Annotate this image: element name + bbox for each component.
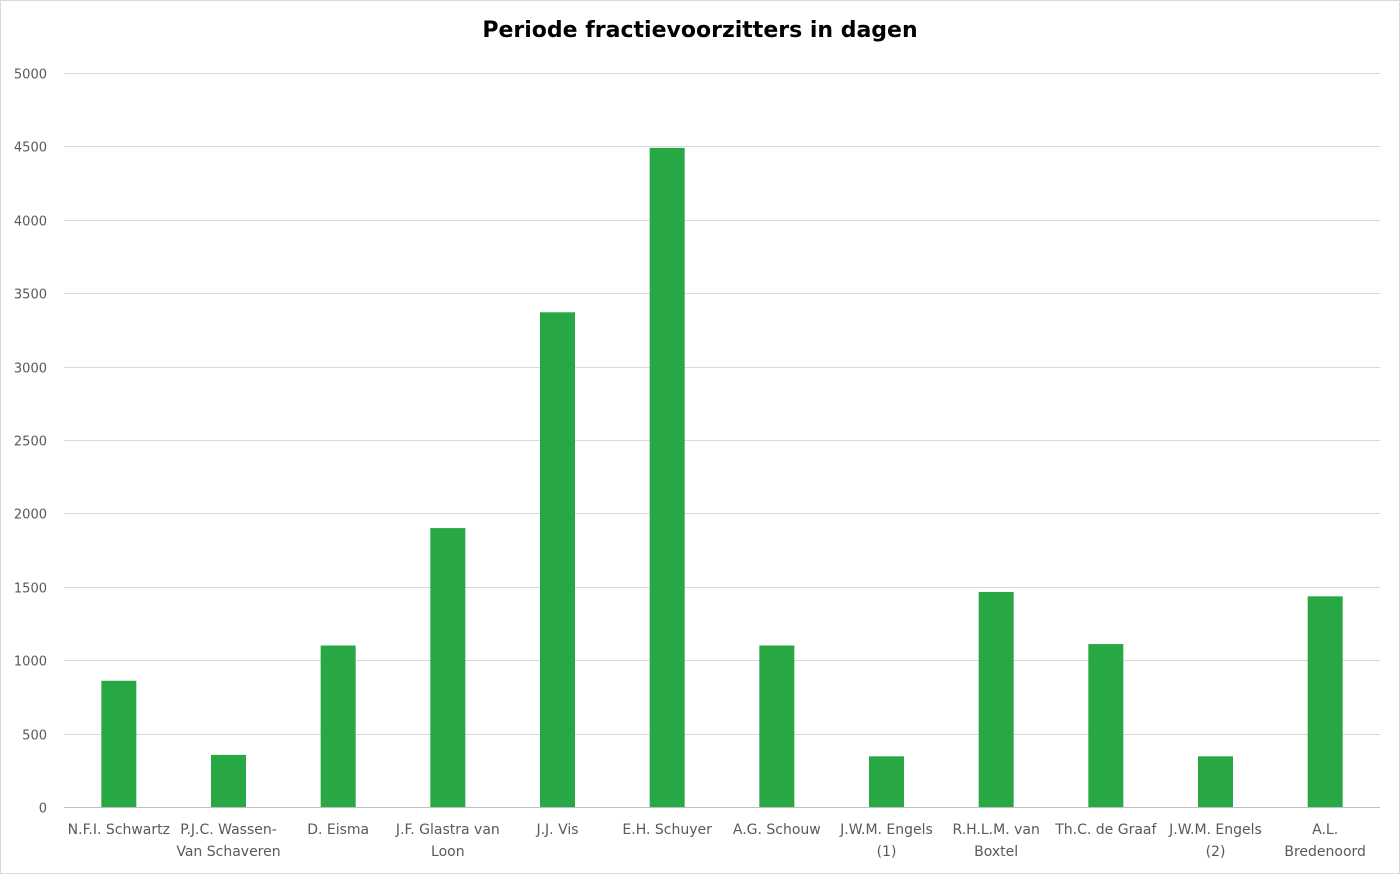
y-tick-label: 0 <box>39 802 47 817</box>
bar <box>430 528 466 807</box>
y-tick-label: 4000 <box>14 215 47 230</box>
bar <box>540 312 575 807</box>
y-tick-label: 1500 <box>14 582 47 597</box>
bar <box>649 147 685 808</box>
bar <box>759 645 795 807</box>
y-tick-label: 500 <box>22 729 47 744</box>
bar <box>211 754 246 807</box>
y-tick-label: 2500 <box>14 435 47 450</box>
x-tick-label: Th.C. de Graaf <box>1054 822 1157 838</box>
bar <box>869 756 904 807</box>
y-tick-label: 5000 <box>14 68 47 83</box>
y-tick-label: 4500 <box>14 141 47 156</box>
bar <box>1198 756 1233 807</box>
bar <box>1307 596 1343 807</box>
x-tick-label: R.H.L.M. van Boxtel <box>952 822 1039 860</box>
y-tick-label: 2000 <box>14 508 47 523</box>
x-tick-label: J.F. Glastra van Loon <box>395 822 500 860</box>
y-tick-label: 1000 <box>14 655 47 670</box>
x-tick-label: A.L. Bredenoord <box>1284 822 1366 860</box>
bar <box>320 645 356 807</box>
x-tick-label: P.J.C. Wassen-Van Schaveren <box>176 822 280 860</box>
y-tick-label: 3000 <box>14 362 47 377</box>
x-tick-label: J.W.M. Engels (1) <box>839 822 933 860</box>
x-tick-label: J.J. Vis <box>535 822 578 838</box>
chart-title: Periode fractievoorzitters in dagen <box>482 18 918 43</box>
x-tick-label: E.H. Schuyer <box>622 822 712 838</box>
x-tick-label: D. Eisma <box>307 822 369 838</box>
bar <box>978 591 1014 807</box>
bar <box>101 680 137 807</box>
x-tick-label: J.W.M. Engels (2) <box>1168 822 1262 860</box>
x-tick-label: N.F.I. Schwartz <box>68 822 170 838</box>
x-tick-label: A.G. Schouw <box>733 822 821 838</box>
y-tick-label: 3500 <box>14 288 47 303</box>
bar <box>1088 644 1124 807</box>
